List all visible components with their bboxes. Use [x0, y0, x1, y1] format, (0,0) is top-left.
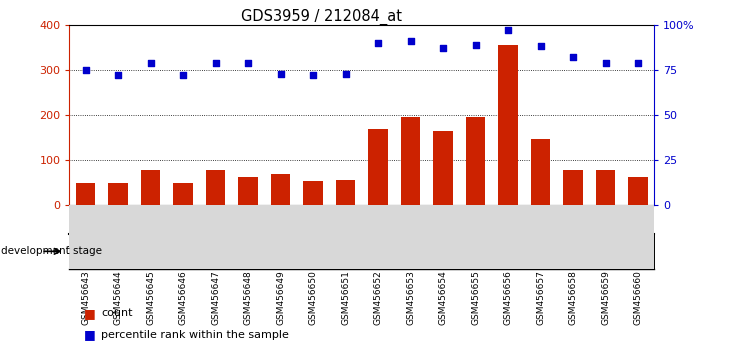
- Point: [340, 71, 352, 76]
- Point: [470, 42, 482, 47]
- Bar: [141, 170, 160, 205]
- Point: [534, 44, 546, 49]
- Point: [599, 60, 611, 65]
- Bar: [433, 131, 452, 205]
- Point: [275, 71, 287, 76]
- Point: [145, 60, 156, 65]
- Point: [567, 55, 579, 60]
- Text: ■: ■: [84, 307, 96, 320]
- Point: [502, 27, 514, 33]
- Text: 2-cell embryo: 2-cell embryo: [147, 246, 219, 256]
- Bar: [173, 183, 193, 205]
- Text: GDS3959 / 212084_at: GDS3959 / 212084_at: [241, 9, 402, 25]
- FancyBboxPatch shape: [69, 234, 135, 269]
- Bar: [531, 138, 550, 205]
- Text: 1-cell embryo: 1-cell embryo: [66, 246, 138, 256]
- Point: [307, 73, 319, 78]
- Bar: [466, 117, 485, 205]
- Point: [178, 73, 189, 78]
- Point: [113, 73, 124, 78]
- Point: [372, 40, 384, 46]
- Bar: [303, 181, 323, 205]
- Bar: [206, 170, 225, 205]
- Text: blastocyst: blastocyst: [595, 246, 648, 256]
- Point: [632, 60, 644, 65]
- Point: [437, 45, 449, 51]
- Bar: [596, 170, 616, 205]
- Text: percentile rank within the sample: percentile rank within the sample: [101, 330, 289, 339]
- Text: morula: morula: [522, 246, 559, 256]
- Bar: [336, 181, 355, 205]
- Bar: [238, 177, 258, 205]
- Point: [242, 60, 254, 65]
- Text: ■: ■: [84, 328, 96, 341]
- Bar: [499, 45, 518, 205]
- Point: [80, 67, 91, 73]
- Text: development stage: development stage: [1, 246, 102, 256]
- FancyBboxPatch shape: [492, 234, 589, 269]
- Point: [210, 60, 221, 65]
- Bar: [628, 177, 648, 205]
- Bar: [271, 174, 290, 205]
- Text: 8-cell embryo: 8-cell embryo: [391, 246, 463, 256]
- FancyBboxPatch shape: [135, 234, 232, 269]
- Bar: [368, 129, 388, 205]
- Text: count: count: [101, 308, 132, 318]
- Bar: [76, 183, 96, 205]
- FancyBboxPatch shape: [232, 234, 362, 269]
- Point: [405, 38, 417, 44]
- Bar: [564, 170, 583, 205]
- FancyBboxPatch shape: [362, 234, 492, 269]
- FancyBboxPatch shape: [589, 234, 654, 269]
- Bar: [401, 117, 420, 205]
- Bar: [108, 183, 128, 205]
- Text: 4-cell embryo: 4-cell embryo: [261, 246, 333, 256]
